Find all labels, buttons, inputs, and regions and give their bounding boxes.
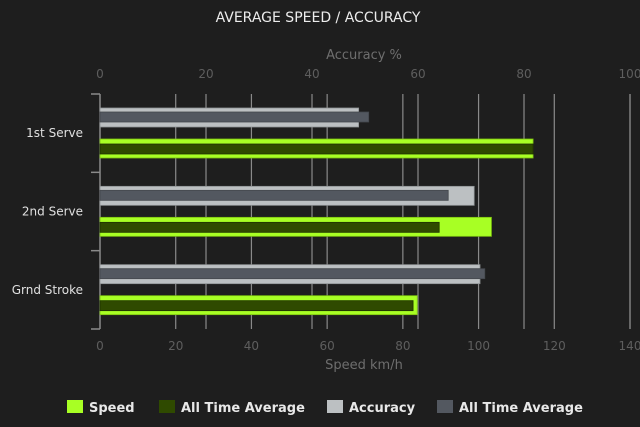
- legend-label: All Time Average: [459, 401, 583, 416]
- legend-label: Speed: [89, 401, 135, 416]
- legend-swatch: [437, 400, 453, 413]
- legend-swatch: [159, 400, 175, 413]
- legend-swatch: [327, 400, 343, 413]
- top-tick-label: 60: [410, 67, 425, 81]
- legend-label: Accuracy: [349, 401, 416, 416]
- category-label: Grnd Stroke: [12, 283, 83, 297]
- bottom-tick-label: 60: [320, 339, 335, 353]
- bar-accuracy-average: [99, 189, 449, 201]
- bottom-tick-label: 0: [96, 339, 104, 353]
- bar-accuracy-average: [99, 268, 486, 280]
- bar-speed-average: [99, 300, 414, 312]
- top-tick-label: 0: [96, 67, 104, 81]
- bar-speed-average: [99, 143, 534, 155]
- top-axis-title: Accuracy %: [326, 48, 402, 63]
- category-label: 1st Serve: [26, 126, 83, 140]
- top-tick-label: 100: [619, 67, 640, 81]
- bottom-tick-label: 80: [395, 339, 410, 353]
- bottom-tick-label: 40: [244, 339, 259, 353]
- category-label: 2nd Serve: [22, 205, 83, 219]
- bar-speed-average: [99, 221, 440, 233]
- top-tick-label: 40: [304, 67, 319, 81]
- bottom-tick-label: 140: [619, 339, 640, 353]
- legend-swatch: [67, 400, 83, 413]
- bottom-tick-label: 20: [168, 339, 183, 353]
- bar-accuracy-average: [99, 111, 370, 123]
- bottom-tick-label: 100: [467, 339, 490, 353]
- bottom-tick-label: 120: [543, 339, 566, 353]
- chart-title: AVERAGE SPEED / ACCURACY: [216, 10, 421, 26]
- legend-label: All Time Average: [181, 401, 305, 416]
- top-tick-label: 80: [516, 67, 531, 81]
- bottom-axis-title: Speed km/h: [325, 358, 403, 373]
- top-tick-label: 20: [198, 67, 213, 81]
